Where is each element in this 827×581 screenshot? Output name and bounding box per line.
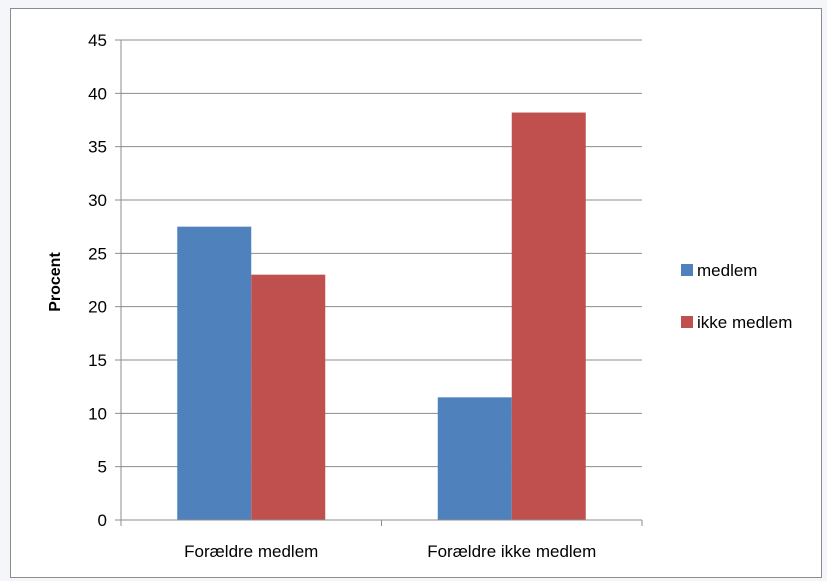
x-axis-category-labels: Forældre medlem Forældre ikke medlem bbox=[184, 542, 596, 561]
y-axis-label: Procent bbox=[47, 252, 64, 312]
y-axis-tick-labels: 0 5 10 15 20 25 30 35 40 45 bbox=[88, 31, 107, 530]
legend-label: ikke medlem bbox=[697, 313, 792, 332]
y-tick-label: 45 bbox=[88, 31, 107, 50]
y-tick-label: 0 bbox=[98, 511, 107, 530]
legend-label: medlem bbox=[697, 261, 757, 280]
legend-swatch bbox=[681, 316, 693, 328]
bar-medlem bbox=[177, 226, 252, 520]
y-tick-label: 10 bbox=[88, 404, 107, 423]
chart-frame bbox=[10, 8, 822, 578]
y-tick-label: 35 bbox=[88, 138, 107, 157]
bar-ikke-medlem bbox=[511, 112, 586, 521]
legend-swatch bbox=[681, 264, 693, 276]
y-tick-label: 40 bbox=[88, 84, 107, 103]
legend: medlem ikke medlem bbox=[681, 261, 792, 332]
bar-medlem bbox=[437, 397, 512, 520]
y-tick-label: 20 bbox=[88, 298, 107, 317]
y-tick-label: 5 bbox=[98, 458, 107, 477]
y-tick-label: 15 bbox=[88, 351, 107, 370]
bar-ikke-medlem bbox=[251, 274, 326, 520]
y-tick-label: 30 bbox=[88, 191, 107, 210]
x-category-label: Forældre medlem bbox=[184, 542, 318, 561]
y-tick-label: 25 bbox=[88, 244, 107, 263]
bars bbox=[177, 112, 586, 521]
x-category-label: Forældre ikke medlem bbox=[427, 542, 596, 561]
